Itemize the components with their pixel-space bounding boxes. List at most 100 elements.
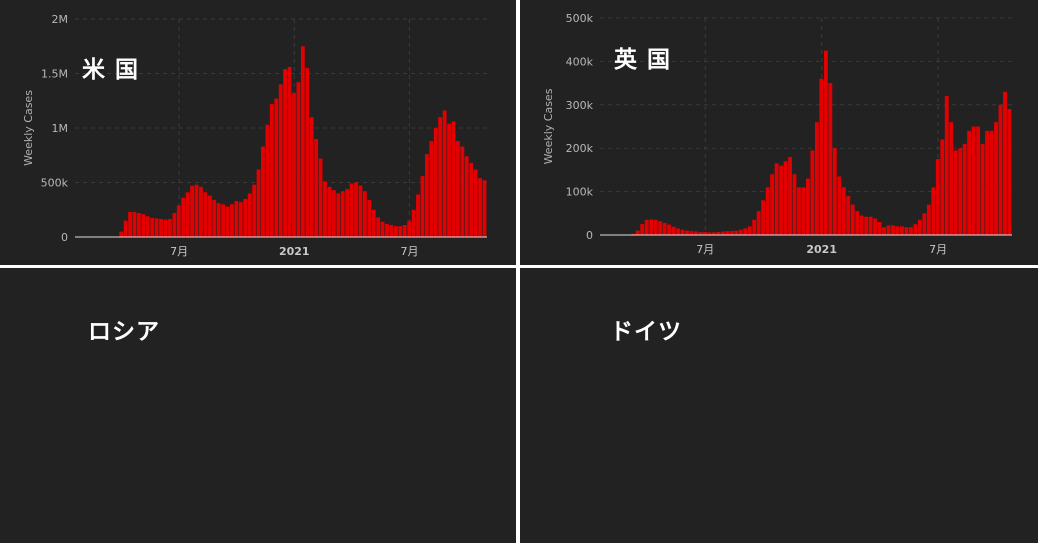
bar bbox=[305, 68, 310, 237]
bar bbox=[172, 213, 177, 237]
bar bbox=[658, 221, 663, 235]
bar bbox=[420, 175, 425, 237]
bar bbox=[904, 227, 909, 235]
bar bbox=[256, 169, 261, 237]
bar bbox=[882, 227, 887, 235]
x-tick-label: 2021 bbox=[806, 243, 837, 256]
y-tick-label: 0 bbox=[586, 229, 593, 242]
bar bbox=[832, 148, 837, 235]
x-tick-label: 2021 bbox=[279, 245, 310, 258]
bar bbox=[774, 163, 779, 235]
chart-panel-usa: 0 500k 1M 1.5M 2M 7月 2021 7月 Weekly Cases 米 国 bbox=[0, 0, 516, 265]
bar bbox=[716, 231, 721, 235]
chart-svg: 050k100k150k200k250k300k7月20217月Weekly C… bbox=[0, 268, 516, 543]
bar bbox=[909, 227, 913, 235]
bar bbox=[207, 195, 212, 237]
bar bbox=[145, 216, 150, 237]
bar bbox=[336, 193, 341, 237]
bar bbox=[238, 202, 243, 237]
bar bbox=[309, 117, 314, 237]
bar bbox=[671, 226, 676, 235]
bar bbox=[137, 213, 141, 237]
bar bbox=[1003, 91, 1007, 235]
bar bbox=[367, 199, 372, 237]
bar bbox=[711, 232, 716, 235]
bar bbox=[783, 161, 788, 235]
bar bbox=[694, 231, 698, 235]
bar bbox=[119, 231, 124, 237]
bar bbox=[779, 165, 784, 235]
bar bbox=[296, 82, 301, 237]
y-tick-label: 300k bbox=[566, 99, 594, 112]
bar bbox=[649, 219, 654, 235]
bar bbox=[806, 178, 810, 235]
bar bbox=[931, 187, 936, 235]
y-axis-label: Weekly Cases bbox=[542, 88, 555, 164]
bar bbox=[274, 98, 279, 237]
bar bbox=[828, 83, 833, 235]
bar bbox=[855, 211, 860, 235]
bar bbox=[185, 192, 190, 237]
bar bbox=[864, 216, 869, 235]
bar bbox=[940, 139, 945, 235]
bar bbox=[150, 217, 155, 237]
country-title: ロシア bbox=[88, 319, 160, 345]
bar bbox=[868, 216, 873, 235]
bar bbox=[850, 204, 855, 235]
bar bbox=[265, 124, 270, 237]
bar bbox=[216, 203, 221, 237]
bar bbox=[482, 180, 487, 237]
y-tick-label: 1.5M bbox=[41, 68, 68, 81]
bar bbox=[698, 231, 703, 235]
bar bbox=[455, 141, 460, 237]
bar bbox=[225, 206, 230, 237]
bar bbox=[163, 219, 168, 237]
bar bbox=[176, 205, 181, 237]
bar bbox=[859, 215, 864, 235]
bar bbox=[891, 225, 895, 235]
bar bbox=[949, 122, 954, 235]
bar bbox=[944, 96, 949, 236]
x-tick-label: 7月 bbox=[696, 243, 714, 256]
bar bbox=[464, 156, 469, 237]
y-tick-label: 200k bbox=[566, 142, 594, 155]
bar bbox=[640, 224, 645, 235]
bar bbox=[788, 156, 792, 235]
bar bbox=[761, 200, 766, 235]
bar bbox=[128, 211, 132, 237]
bar bbox=[181, 197, 186, 237]
bar bbox=[358, 185, 363, 237]
bar bbox=[123, 220, 128, 237]
y-tick-label: 1M bbox=[52, 122, 69, 135]
bar bbox=[967, 130, 972, 235]
bar bbox=[354, 182, 358, 237]
bar bbox=[752, 219, 757, 235]
bar bbox=[814, 122, 819, 235]
bar bbox=[234, 201, 239, 237]
bar bbox=[985, 130, 990, 235]
bar bbox=[998, 104, 1003, 235]
bar bbox=[994, 122, 998, 235]
x-tick-label: 7月 bbox=[400, 245, 418, 258]
bar bbox=[895, 226, 900, 235]
bar bbox=[873, 218, 878, 235]
bar bbox=[707, 232, 712, 235]
bar bbox=[980, 143, 985, 235]
bar bbox=[667, 224, 672, 235]
bar bbox=[407, 220, 412, 237]
bar bbox=[199, 186, 203, 237]
bar bbox=[402, 225, 407, 237]
bar bbox=[478, 178, 482, 237]
bar bbox=[922, 213, 927, 235]
bar bbox=[958, 148, 963, 235]
bar bbox=[810, 150, 815, 235]
bar bbox=[935, 159, 940, 235]
bar bbox=[221, 204, 226, 237]
bar bbox=[469, 162, 474, 237]
bar bbox=[269, 104, 274, 238]
bar bbox=[900, 226, 904, 235]
bar bbox=[447, 123, 451, 237]
bar bbox=[725, 231, 730, 235]
bar bbox=[644, 219, 649, 235]
bar bbox=[819, 78, 824, 235]
